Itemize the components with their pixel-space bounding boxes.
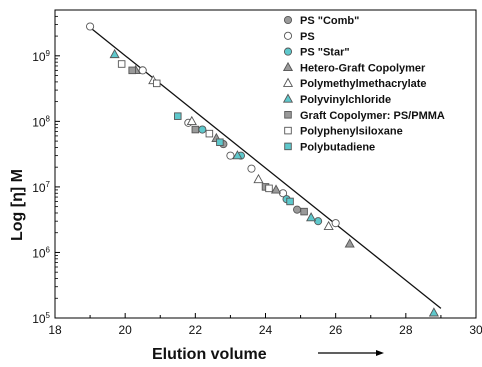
y-tick-label: 106 (32, 245, 50, 260)
legend-marker (282, 77, 294, 87)
elution-direction-arrow (318, 350, 384, 356)
x-tick-label: 18 (48, 323, 62, 337)
data-point (205, 129, 214, 138)
x-tick-label: 22 (189, 323, 203, 337)
data-point (152, 79, 161, 88)
legend-marker (283, 15, 293, 25)
data-points (86, 22, 439, 317)
data-point (428, 307, 439, 317)
calibration-line (89, 27, 442, 309)
x-tick-label: 28 (399, 323, 413, 337)
y-tick-label: 105 (32, 311, 50, 326)
x-tick-label: 26 (329, 323, 343, 337)
data-point (331, 219, 340, 228)
data-point (174, 112, 182, 120)
x-tick-label: 24 (259, 323, 273, 337)
legend-label: PS (300, 31, 315, 43)
legend-label: Polyvinylchloride (300, 94, 391, 106)
data-point (265, 184, 273, 193)
data-point (198, 125, 207, 134)
legend: PS "Comb" PS PS "Star" Hetero-Graft Copolym… (282, 15, 445, 153)
data-point (191, 125, 200, 134)
x-tick-label: 20 (118, 323, 132, 337)
calibration-curve (89, 27, 442, 309)
data-point (253, 173, 264, 184)
y-tick-label: 108 (32, 114, 50, 129)
data-point (117, 60, 126, 68)
legend-label: Graft Copolymer: PS/PMMA (300, 110, 445, 122)
data-point (138, 66, 147, 75)
data-point (128, 66, 136, 75)
legend-marker (283, 31, 293, 40)
legend-label: Polymethylmethacrylate (300, 78, 427, 90)
x-axis-title: Elution volume (152, 346, 267, 363)
y-tick-label: 109 (32, 49, 50, 64)
data-point (323, 220, 334, 231)
data-point (270, 184, 282, 194)
legend-marker (283, 47, 293, 56)
data-point (293, 205, 302, 214)
data-point (86, 22, 95, 31)
legend-marker (284, 126, 292, 135)
legend-label: Polybutadiene (300, 141, 375, 153)
y-axis-title: Log [η] M (9, 169, 26, 241)
data-point (226, 151, 235, 160)
legend-marker (282, 93, 294, 103)
data-point (109, 48, 120, 59)
data-point (186, 115, 197, 126)
legend-marker (284, 111, 292, 119)
data-point (306, 212, 317, 222)
legend-marker (284, 142, 292, 151)
legend-marker (282, 61, 294, 72)
plot-axes: 18 20 22 24 26 28 30 105 106 107 108 109 (32, 9, 482, 337)
data-point (286, 197, 294, 206)
data-point (300, 207, 308, 216)
legend-label: Hetero-Graft Copolymer (300, 62, 426, 74)
data-point (232, 150, 243, 160)
legend-label: PS "Comb" (300, 15, 359, 27)
data-point (216, 138, 224, 147)
legend-label: Polyphenylsiloxane (300, 126, 403, 138)
data-point (344, 238, 355, 248)
data-point (247, 164, 256, 173)
x-tick-label: 30 (469, 323, 482, 337)
legend-label: PS "Star" (300, 47, 350, 59)
y-tick-label: 107 (32, 180, 50, 195)
